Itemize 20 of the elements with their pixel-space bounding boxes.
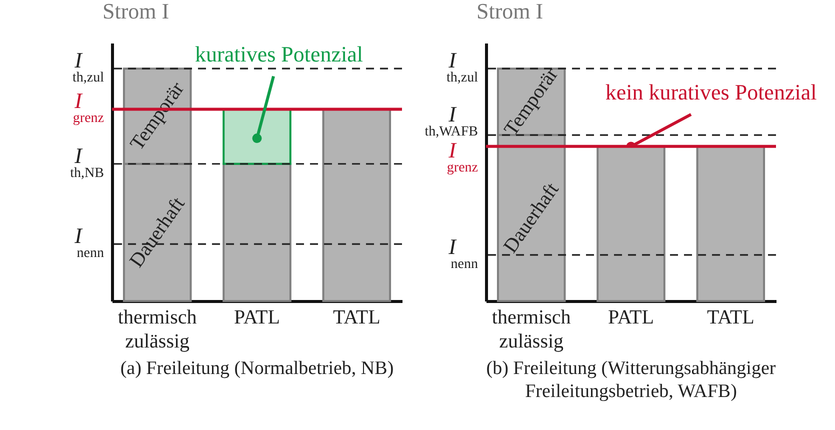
x-tick-label: PATL [608,306,654,328]
y-axis-title: Strom I [102,0,170,24]
x-tick-label: thermisch zulässig [118,306,197,352]
ref-line-label: Ith,WAFB [424,102,478,140]
ref-line-label: Ith,zul [446,48,478,86]
text: (a) Freileitung (Normalbetrieb, NB) [120,358,394,379]
ref-line-label: Inenn [74,223,104,262]
ref-line-label: Inenn [448,234,478,272]
y-axis-title: Strom I [476,0,544,24]
annotation: kuratives Potenzial [194,41,364,66]
ref-line-label: Igrenz [72,88,104,126]
ref-line-label: Ith,NB [70,142,104,181]
text: (b) Freileitung (Witterungsabhängiger Freileitungsbetrieb, WAFB) [486,358,776,402]
ref-line-label: Igrenz [446,138,478,176]
x-tick-label: TATL [707,306,754,328]
x-tick-label: TATL [333,306,380,328]
ref-line-label: Ith,zul [72,48,104,86]
x-tick-label: thermisch zulässig [492,306,571,352]
annotation: kein kuratives Potenzial [605,79,817,104]
x-tick-label: PATL [234,306,280,328]
